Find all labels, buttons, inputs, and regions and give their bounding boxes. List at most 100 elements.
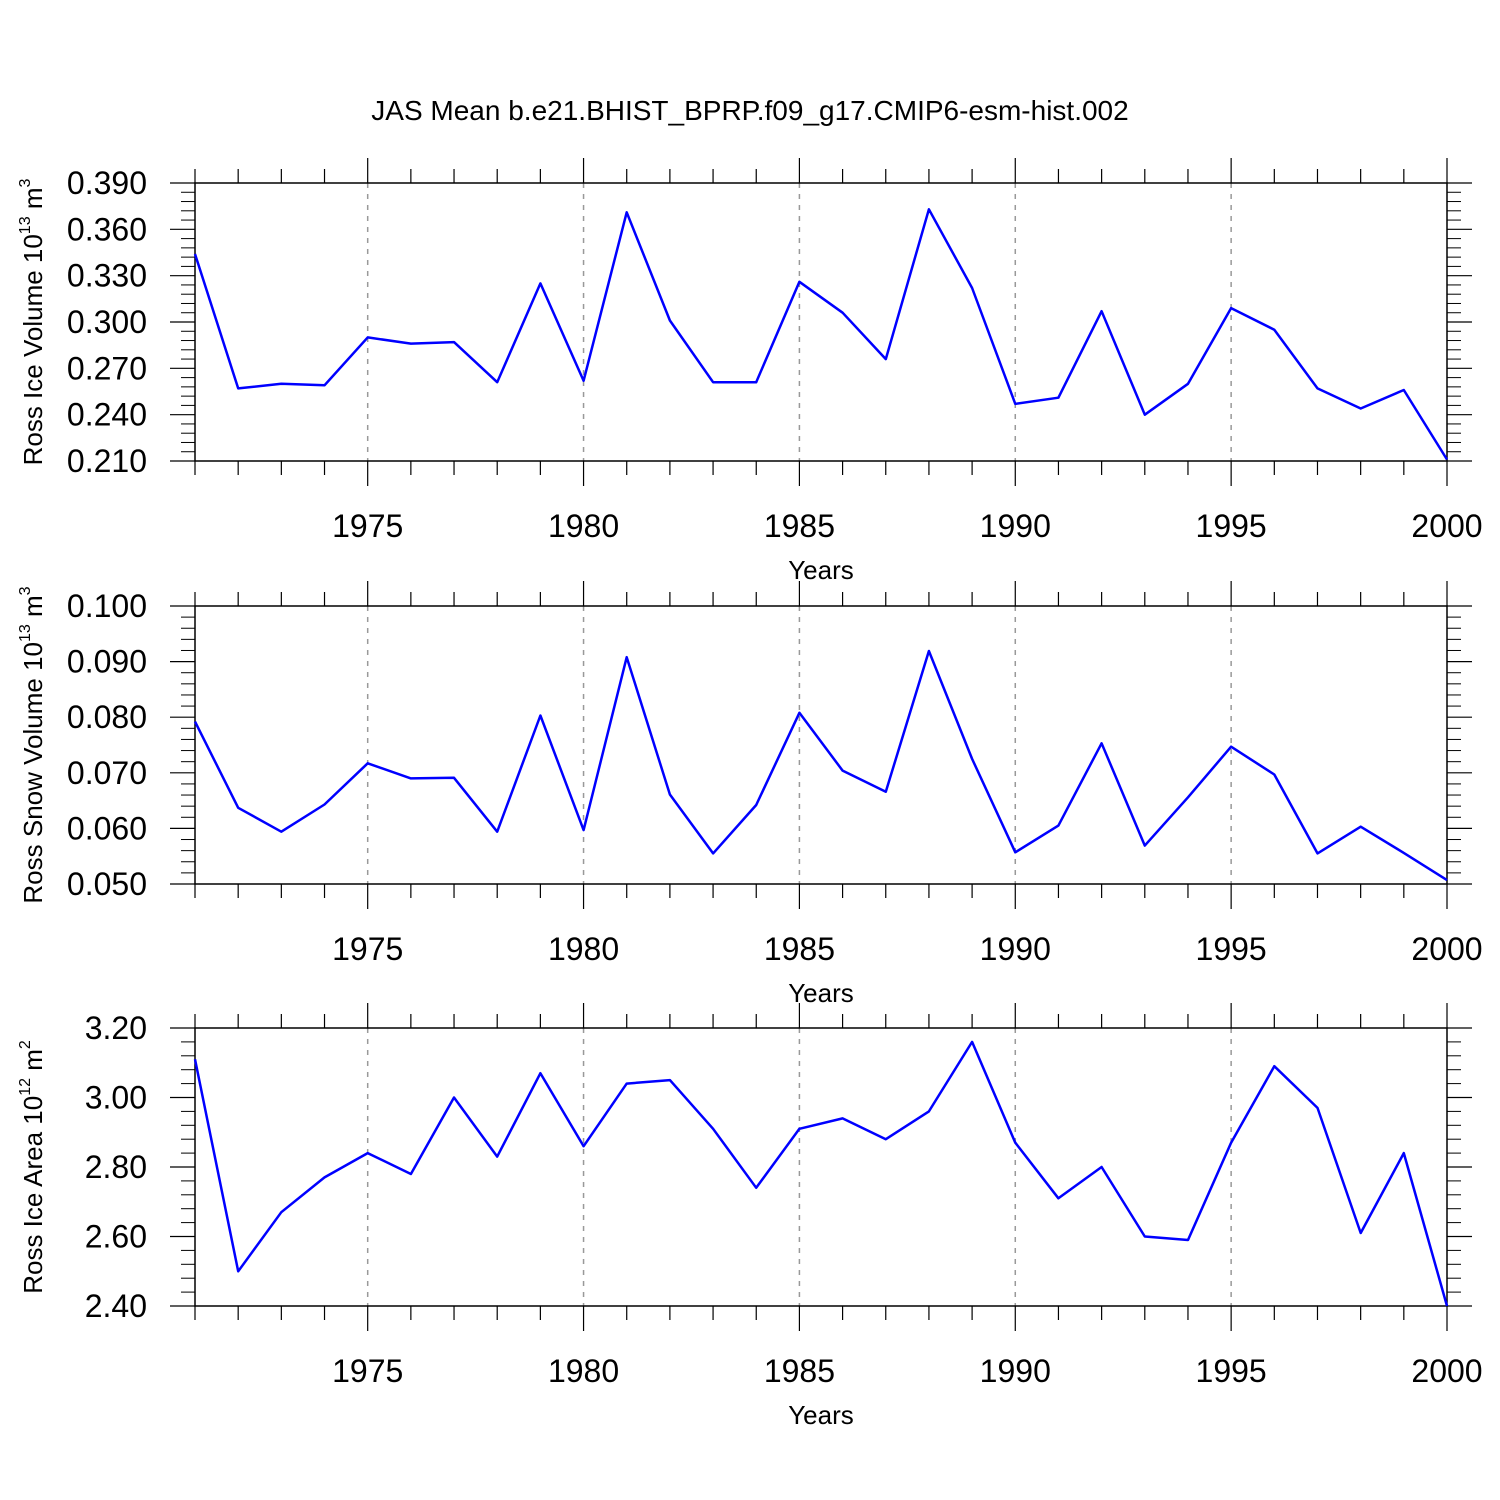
panels: 1975 1980 1985 1990 1995 2000 Years 0.210 0.240 0… bbox=[17, 158, 1483, 1430]
data-point bbox=[193, 1057, 197, 1061]
data-point bbox=[1359, 1231, 1363, 1235]
y-tick-label: 3.20 bbox=[85, 1010, 147, 1046]
data-point bbox=[193, 720, 197, 724]
data-point bbox=[1013, 850, 1017, 854]
x-tick-label: 1985 bbox=[764, 931, 835, 967]
y-tick-label: 0.050 bbox=[67, 866, 147, 902]
data-point bbox=[1229, 306, 1233, 310]
data-point bbox=[884, 790, 888, 794]
x-tick-label: 1975 bbox=[332, 1353, 403, 1389]
y-axis-label: Ross Ice Volume 1013 m3 bbox=[17, 178, 48, 465]
panel-3: 1975 1980 1985 1990 1995 2000 Years 2.40 2.60 2.8… bbox=[17, 1003, 1483, 1430]
data-point bbox=[279, 382, 283, 386]
y-tick-label: 0.330 bbox=[67, 258, 147, 294]
x-tick-label: 1980 bbox=[548, 508, 619, 544]
data-point bbox=[538, 714, 542, 718]
data-point bbox=[1056, 824, 1060, 828]
data-point bbox=[193, 252, 197, 256]
data-point bbox=[1402, 388, 1406, 392]
data-point bbox=[409, 1172, 413, 1176]
x-tick-label: 1995 bbox=[1196, 508, 1267, 544]
y-axis-label: Ross Ice Area 1012 m2 bbox=[17, 1040, 48, 1294]
x-axis-label: Years bbox=[788, 978, 854, 1008]
data-point bbox=[1359, 825, 1363, 829]
data-point bbox=[668, 318, 672, 322]
panel-1: 1975 1980 1985 1990 1995 2000 Years 0.210 0.240 0… bbox=[17, 158, 1483, 585]
data-point bbox=[1272, 772, 1276, 776]
data-point bbox=[1402, 1151, 1406, 1155]
data-point bbox=[970, 757, 974, 761]
x-tick-label: 1980 bbox=[548, 1353, 619, 1389]
data-point bbox=[1229, 745, 1233, 749]
data-point bbox=[582, 828, 586, 832]
data-point bbox=[1315, 851, 1319, 855]
data-point bbox=[1013, 1141, 1017, 1145]
data-point bbox=[1100, 741, 1104, 745]
data-point bbox=[1143, 413, 1147, 417]
data-point bbox=[236, 386, 240, 390]
data-point bbox=[1100, 309, 1104, 313]
data-point bbox=[1445, 878, 1449, 882]
data-point bbox=[538, 281, 542, 285]
data-point bbox=[970, 1040, 974, 1044]
data-point bbox=[1100, 1165, 1104, 1169]
data-point bbox=[754, 380, 758, 384]
data-point bbox=[1186, 1238, 1190, 1242]
data-point bbox=[841, 769, 845, 773]
data-point bbox=[582, 379, 586, 383]
y-tick-label: 2.80 bbox=[85, 1149, 147, 1185]
data-point bbox=[495, 1155, 499, 1159]
plot-frame bbox=[194, 1027, 1448, 1307]
y-tick-label: 0.360 bbox=[67, 211, 147, 247]
x-axis-label: Years bbox=[788, 1400, 854, 1430]
data-point bbox=[538, 1071, 542, 1075]
data-point bbox=[754, 1186, 758, 1190]
data-point bbox=[366, 761, 370, 765]
y-tick-label: 0.210 bbox=[67, 443, 147, 479]
data-point bbox=[279, 830, 283, 834]
data-point bbox=[1143, 844, 1147, 848]
x-tick-label: 2000 bbox=[1411, 1353, 1482, 1389]
data-point bbox=[1272, 328, 1276, 332]
data-point bbox=[1186, 795, 1190, 799]
data-point bbox=[323, 383, 327, 387]
data-point bbox=[1056, 1196, 1060, 1200]
y-tick-label: 0.100 bbox=[67, 588, 147, 624]
data-point bbox=[625, 655, 629, 659]
data-point bbox=[236, 1269, 240, 1273]
data-point bbox=[1186, 382, 1190, 386]
data-point bbox=[1445, 457, 1449, 461]
data-point bbox=[409, 342, 413, 346]
x-tick-label: 1985 bbox=[764, 1353, 835, 1389]
data-point bbox=[927, 1109, 931, 1113]
data-point bbox=[927, 649, 931, 653]
y-tick-label: 0.090 bbox=[67, 644, 147, 680]
data-point bbox=[452, 340, 456, 344]
y-tick-label: 0.270 bbox=[67, 350, 147, 386]
data-point bbox=[1359, 406, 1363, 410]
x-axis-label: Years bbox=[788, 555, 854, 585]
data-point bbox=[409, 776, 413, 780]
series-line bbox=[193, 208, 1449, 461]
data-point bbox=[236, 806, 240, 810]
x-tick-label: 1975 bbox=[332, 931, 403, 967]
plot-frame bbox=[194, 605, 1448, 885]
y-tick-label: 0.060 bbox=[67, 810, 147, 846]
data-point bbox=[797, 280, 801, 284]
y-tick-label: 0.080 bbox=[67, 699, 147, 735]
data-point bbox=[452, 1096, 456, 1100]
data-point bbox=[1315, 1106, 1319, 1110]
data-point bbox=[668, 792, 672, 796]
data-point bbox=[625, 1082, 629, 1086]
data-point bbox=[495, 830, 499, 834]
data-point bbox=[841, 311, 845, 315]
data-point bbox=[884, 1137, 888, 1141]
data-point bbox=[279, 1210, 283, 1214]
y-tick-label: 2.40 bbox=[85, 1288, 147, 1324]
series-line bbox=[193, 1040, 1449, 1307]
data-point bbox=[927, 207, 931, 211]
x-tick-label: 2000 bbox=[1411, 931, 1482, 967]
data-point bbox=[841, 1116, 845, 1120]
x-tick-label: 1985 bbox=[764, 508, 835, 544]
